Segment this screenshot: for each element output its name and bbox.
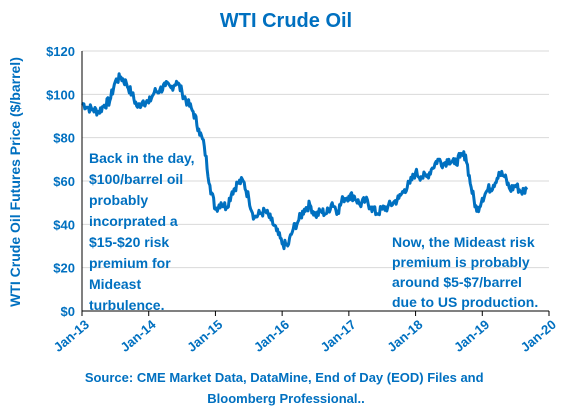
annotation-now-line: around $5-$7/barrel [392, 274, 522, 290]
x-tick-label: Jan-15 [184, 317, 225, 355]
y-tick-label: $60 [53, 174, 75, 189]
x-tick-label: Jan-17 [318, 317, 359, 355]
annotation-now-line: Now, the Mideast risk [392, 234, 535, 250]
annotation-now-line: premium is probably [392, 254, 530, 270]
x-tick-label: Jan-19 [451, 317, 492, 355]
y-tick-label: $0 [61, 304, 75, 319]
grid-lines [82, 50, 549, 269]
x-tick-label: Jan-18 [384, 317, 425, 355]
annotation-past-line: premium for [89, 255, 171, 271]
y-tick-label: $40 [53, 217, 75, 232]
annotation-past-line: Back in the day, [89, 150, 195, 166]
x-tick-label: Jan-16 [251, 317, 292, 355]
y-tick-label: $100 [46, 87, 75, 102]
annotation-past-line: incorprated a [89, 213, 178, 229]
y-tick-labels: $0 $20 $40 $60 $80 $100 $120 [46, 44, 75, 319]
x-tick-label: Jan-13 [51, 317, 92, 355]
y-tick-label: $120 [46, 44, 75, 59]
annotation-past-line: $100/barrel oil [89, 171, 183, 187]
wti-price-line [81, 72, 529, 251]
annotation-risk-premium-now: Now, the Mideast risk premium is probabl… [392, 234, 539, 310]
source-line: Bloomberg Professional.. [207, 391, 364, 406]
x-tick-label: Jan-14 [117, 316, 159, 354]
y-axis-label: WTI Crude Oil Futures Price ($/barrel) [7, 57, 23, 307]
source-note: Source: CME Market Data, DataMine, End o… [85, 370, 487, 406]
series-layer [81, 72, 529, 251]
x-tick-label: Jan-20 [518, 317, 559, 355]
annotation-now-line: due to US production. [392, 294, 538, 310]
annotation-risk-premium-past: Back in the day, $100/barrel oil probabl… [89, 150, 198, 313]
x-tick-labels: Jan-13 Jan-14 Jan-15 Jan-16 Jan-17 Jan-18 Jan-… [51, 311, 559, 355]
annotation-past-line: Mideast [89, 276, 141, 292]
annotation-past-line: turbulence. [89, 297, 164, 313]
chart-title: WTI Crude Oil [220, 10, 352, 32]
y-tick-label: $20 [53, 261, 75, 276]
source-line: Source: CME Market Data, DataMine, End o… [85, 370, 484, 385]
annotation-past-line: $15-$20 risk [89, 234, 169, 250]
annotation-past-line: probably [89, 192, 148, 208]
y-tick-label: $80 [53, 131, 75, 146]
